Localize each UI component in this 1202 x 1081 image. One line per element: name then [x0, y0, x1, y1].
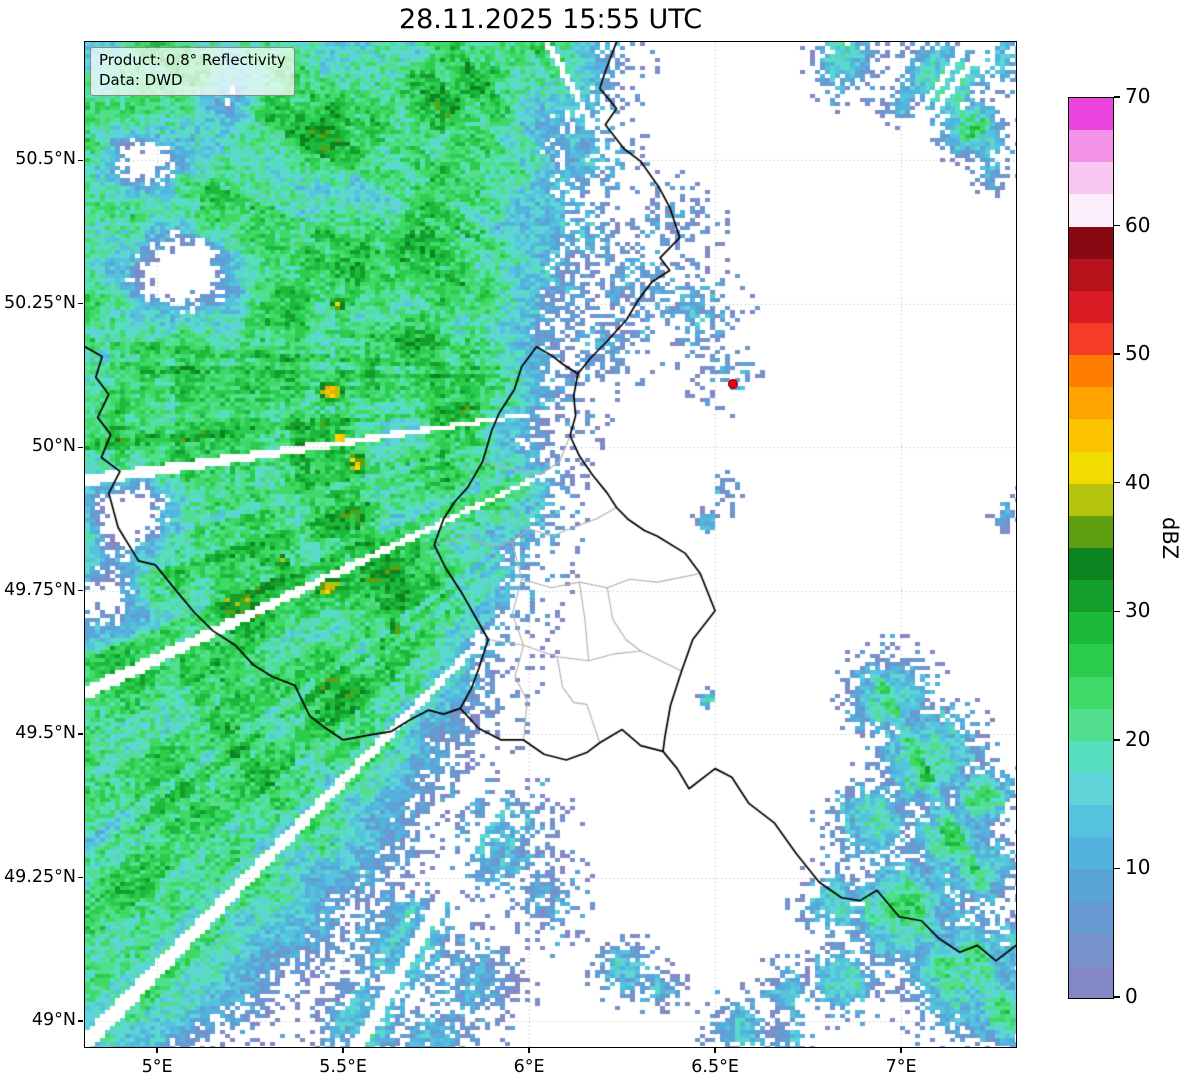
- x-tick-label: 6.5°E: [691, 1057, 739, 1077]
- colorbar-block: [1069, 98, 1113, 131]
- colorbar-block: [1069, 162, 1113, 195]
- colorbar-tick-label: 20: [1125, 726, 1151, 751]
- y-tick-label: 50.25°N: [4, 292, 76, 313]
- colorbar-tick-label: 50: [1125, 341, 1151, 366]
- colorbar-tick-label: 70: [1125, 84, 1151, 108]
- colorbar-block: [1069, 805, 1113, 838]
- colorbar-block: [1069, 837, 1113, 870]
- colorbar-block: [1069, 387, 1113, 420]
- y-tick-mark: [78, 159, 83, 161]
- y-tick-mark: [78, 1020, 83, 1022]
- colorbar-block: [1069, 676, 1113, 709]
- colorbar-block: [1069, 130, 1113, 163]
- colorbar-tick-mark: [1114, 739, 1120, 741]
- colorbar: [1068, 97, 1114, 999]
- y-tick-mark: [78, 303, 83, 305]
- x-tick-label: 7°E: [885, 1057, 917, 1077]
- colorbar-block: [1069, 226, 1113, 259]
- colorbar-tick-label: 0: [1125, 984, 1138, 1008]
- colorbar-block: [1069, 419, 1113, 452]
- annotation-product-line: Product: 0.8° Reflectivity: [99, 51, 286, 69]
- x-tick-mark: [156, 1048, 158, 1053]
- colorbar-block: [1069, 290, 1113, 323]
- colorbar-block: [1069, 708, 1113, 741]
- y-tick-label: 49.25°N: [4, 866, 76, 887]
- colorbar-tick-label: 30: [1125, 598, 1151, 623]
- y-tick-mark: [78, 876, 83, 879]
- x-tick-mark: [900, 1048, 902, 1053]
- colorbar-block: [1069, 355, 1113, 388]
- colorbar-block: [1069, 933, 1113, 966]
- colorbar-block: [1069, 194, 1113, 227]
- colorbar-tick-mark: [1114, 610, 1120, 612]
- colorbar-block: [1069, 451, 1113, 484]
- colorbar-tick-label: 10: [1125, 855, 1151, 880]
- colorbar-tick-mark: [1114, 224, 1120, 227]
- y-tick-mark: [78, 733, 83, 735]
- y-tick-label: 50.5°N: [15, 149, 76, 170]
- radar-map-canvas: [85, 42, 1016, 1047]
- x-tick-mark: [528, 1048, 530, 1053]
- colorbar-block: [1069, 901, 1113, 934]
- annotation-data-line: Data: DWD: [99, 70, 183, 89]
- plot-title: 28.11.2025 15:55 UTC: [398, 4, 703, 35]
- x-tick-mark: [714, 1048, 716, 1053]
- colorbar-block: [1069, 547, 1113, 581]
- colorbar-block: [1069, 483, 1113, 516]
- radar-site-marker: [727, 379, 738, 390]
- colorbar-tick-mark: [1114, 96, 1120, 98]
- colorbar-block: [1069, 258, 1113, 291]
- colorbar-block: [1069, 580, 1113, 613]
- colorbar-block: [1069, 644, 1113, 677]
- colorbar-block: [1069, 869, 1113, 902]
- radar-plot: Product: 0.8° Reflectivity Data: DWD: [84, 41, 1017, 1048]
- x-tick-mark: [342, 1048, 344, 1053]
- colorbar-block: [1069, 612, 1113, 645]
- x-tick-label: 6°E: [513, 1057, 545, 1077]
- colorbar-block: [1069, 965, 1113, 998]
- x-tick-label: 5.5°E: [319, 1057, 367, 1077]
- colorbar-tick-mark: [1114, 996, 1120, 998]
- y-tick-label: 49.5°N: [15, 723, 76, 744]
- colorbar-tick-label: 60: [1125, 212, 1151, 237]
- y-tick-label: 49.75°N: [4, 579, 76, 600]
- y-tick-mark: [78, 446, 83, 448]
- colorbar-block: [1069, 515, 1113, 548]
- colorbar-tick-mark: [1114, 867, 1120, 870]
- colorbar-tick-mark: [1114, 482, 1120, 484]
- y-tick-label: 50°N: [31, 436, 76, 457]
- colorbar-tick-label: 40: [1125, 469, 1151, 494]
- colorbar-unit-label: dBZ: [1158, 517, 1182, 560]
- colorbar-block: [1069, 740, 1113, 773]
- product-annotation: Product: 0.8° Reflectivity Data: DWD: [90, 47, 295, 96]
- colorbar-block: [1069, 772, 1113, 806]
- colorbar-tick-mark: [1114, 353, 1120, 355]
- y-tick-mark: [78, 590, 83, 592]
- x-tick-label: 5°E: [141, 1057, 173, 1077]
- y-tick-label: 49°N: [31, 1010, 76, 1031]
- colorbar-block: [1069, 322, 1113, 356]
